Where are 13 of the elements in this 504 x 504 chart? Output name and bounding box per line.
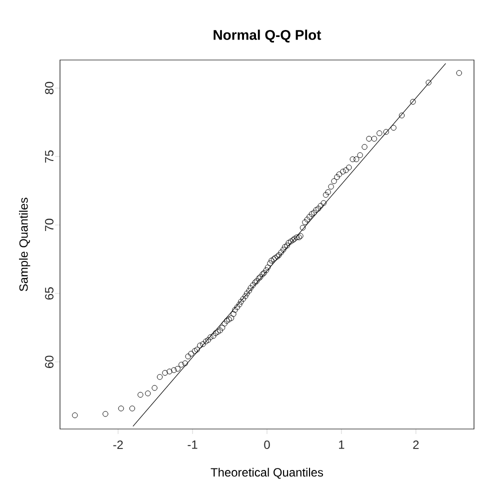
y-tick-label: 65	[45, 287, 54, 300]
y-tick-label: 75	[45, 150, 54, 163]
y-tick-label: 70	[45, 218, 54, 232]
x-tick-label: 1	[339, 440, 344, 449]
y-axis-title: Sample Quantiles	[19, 198, 30, 292]
chart-title: Normal Q-Q Plot	[214, 30, 322, 43]
x-axis-title: Theoretical Quantiles	[210, 468, 324, 479]
x-tick-label: 2	[413, 440, 419, 449]
x-tick-label: 0	[264, 440, 270, 449]
x-tick-label: -1	[188, 440, 198, 449]
y-tick-label: 80	[45, 82, 54, 94]
y-tick-label: 60	[45, 356, 54, 368]
x-tick-label: -2	[113, 440, 123, 449]
